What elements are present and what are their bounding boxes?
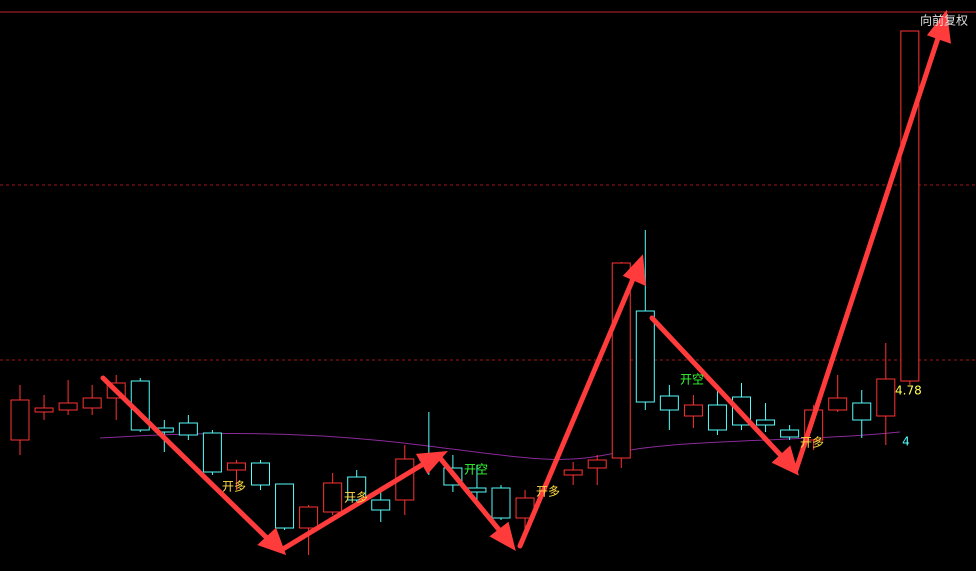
body bbox=[347, 476, 367, 501]
signal-label: 开多 bbox=[344, 491, 368, 505]
arrow-head bbox=[622, 254, 646, 286]
body bbox=[202, 432, 222, 473]
arrow bbox=[793, 29, 943, 473]
body bbox=[251, 462, 270, 486]
body bbox=[587, 459, 607, 469]
body bbox=[323, 482, 343, 513]
body bbox=[226, 462, 246, 471]
signal-label: 开多 bbox=[222, 480, 246, 494]
body bbox=[491, 487, 511, 519]
arrows bbox=[100, 9, 951, 556]
indicator-label: 4 bbox=[902, 435, 910, 449]
arrow-head bbox=[257, 527, 287, 556]
body bbox=[780, 429, 800, 438]
price-marker: 4.78 bbox=[895, 384, 922, 398]
body bbox=[900, 30, 920, 382]
body bbox=[876, 378, 896, 417]
arrow bbox=[649, 315, 790, 465]
signal-label: 开空 bbox=[464, 463, 488, 477]
body bbox=[82, 397, 102, 409]
arrow bbox=[100, 375, 275, 546]
body bbox=[371, 499, 391, 511]
arrow-head bbox=[771, 445, 799, 476]
arrow bbox=[280, 457, 433, 552]
body bbox=[635, 310, 655, 403]
body bbox=[563, 469, 583, 476]
body bbox=[34, 407, 54, 413]
body bbox=[756, 419, 776, 426]
body bbox=[683, 404, 703, 417]
arrow-head bbox=[415, 450, 448, 475]
body bbox=[178, 422, 198, 436]
arrow-head bbox=[926, 9, 951, 44]
body bbox=[852, 402, 872, 421]
arrow bbox=[517, 269, 639, 549]
arrow bbox=[437, 455, 508, 540]
signal-label: 开多 bbox=[536, 485, 560, 499]
arrow-head bbox=[489, 521, 516, 551]
body bbox=[58, 402, 78, 411]
moving-average bbox=[99, 431, 901, 460]
body bbox=[275, 483, 295, 529]
signal-label: 开多 bbox=[800, 436, 824, 450]
corner-label: 向前复权 bbox=[920, 13, 968, 28]
body bbox=[10, 399, 30, 441]
body bbox=[659, 395, 679, 411]
signal-label: 开空 bbox=[680, 373, 704, 387]
body bbox=[828, 397, 848, 411]
body bbox=[707, 404, 727, 431]
body bbox=[299, 506, 319, 529]
